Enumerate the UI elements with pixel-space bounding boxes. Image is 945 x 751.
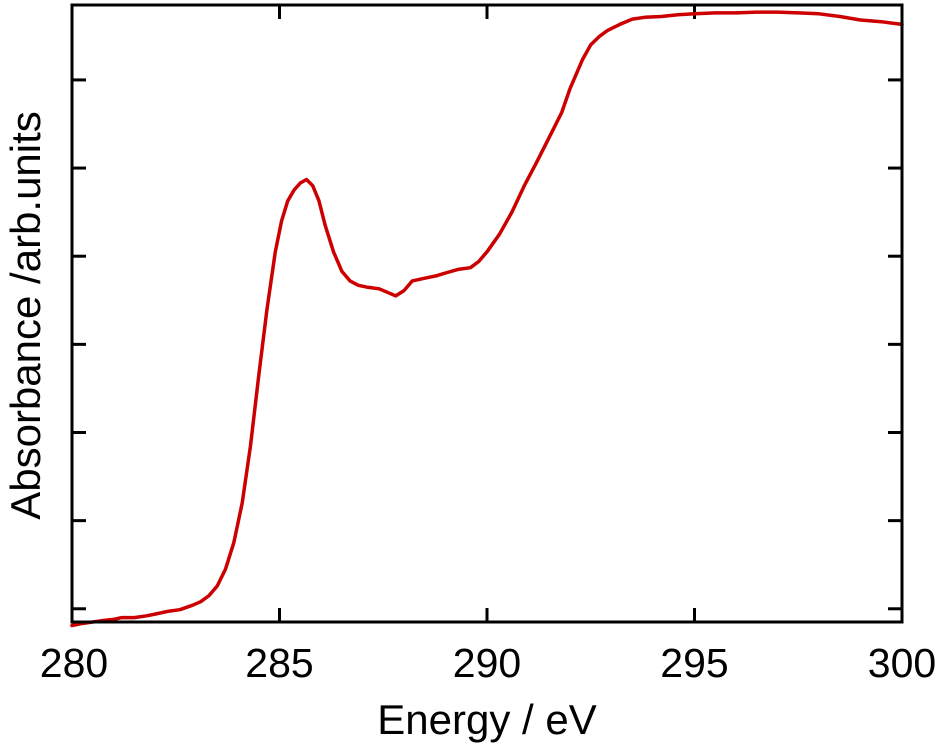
x-tick-label-2: 290 <box>453 640 521 686</box>
x-tick-label-0: 280 <box>40 640 108 686</box>
x-axis-tick-labels: 280 285 290 295 300 <box>40 640 936 686</box>
plot-frame <box>70 3 904 624</box>
absorbance-series-line <box>70 10 904 628</box>
y-axis-ticks <box>72 78 902 611</box>
x-axis-ticks <box>70 5 904 622</box>
x-tick-label-4: 300 <box>868 640 936 686</box>
x-tick-label-1: 285 <box>245 640 313 686</box>
x-axis-label: Energy / eV <box>377 696 596 743</box>
x-tick-label-3: 295 <box>660 640 728 686</box>
y-axis-label: Absorbance /arb.units <box>2 111 49 520</box>
